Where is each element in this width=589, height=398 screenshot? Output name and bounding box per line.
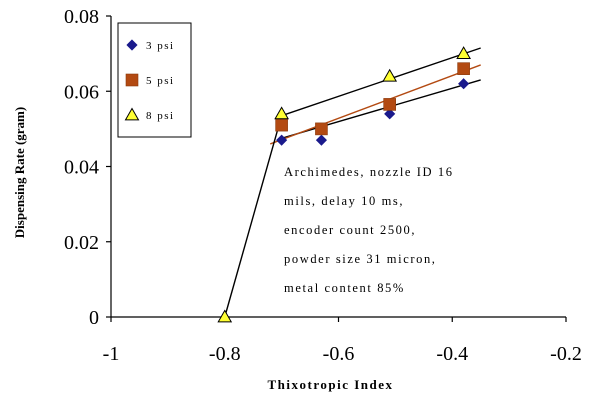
point-3-psi — [276, 134, 288, 146]
legend-marker-5-psi — [125, 73, 139, 87]
x-axis-label: Thixotropic Index — [267, 377, 393, 392]
y-tick-label: 0.06 — [64, 81, 99, 103]
point-3-psi — [458, 78, 470, 90]
point-8-psi — [382, 68, 398, 82]
point-5-psi — [315, 122, 328, 136]
axes — [106, 15, 567, 322]
x-tick-label: -0.6 — [323, 343, 355, 365]
tick-labels: 0 0.02 0.04 0.06 0.08 -1 -0.8 -0.6 -0.4 -0.2 — [64, 6, 582, 365]
point-8-psi — [217, 309, 233, 323]
point-8-psi — [456, 46, 471, 59]
legend: 3 psi 5 psi 8 psi — [117, 22, 192, 138]
point-5-psi — [457, 62, 470, 75]
x-tick-label: -0.2 — [550, 343, 582, 365]
legend-marker-3-psi — [126, 39, 138, 51]
legend-marker-8-psi — [124, 107, 140, 121]
x-tick-label: -0.4 — [436, 343, 468, 365]
legend-label: 8 psi — [146, 110, 175, 122]
x-tick-label: -0.8 — [209, 343, 241, 365]
y-axis-label: Dispensing Rate (gram) — [12, 107, 27, 238]
legend-label: 5 psi — [146, 75, 175, 87]
y-tick-label: 0.02 — [64, 232, 99, 254]
point-3-psi — [315, 134, 328, 146]
trendline-5-psi — [270, 64, 481, 145]
point-3-psi — [384, 108, 396, 120]
markers — [217, 46, 471, 323]
x-tick-label: -1 — [103, 343, 120, 365]
annotation-line: mils, delay 10 ms, — [284, 194, 404, 208]
y-tick-label: 0 — [89, 307, 99, 329]
y-tick-label: 0.08 — [64, 6, 99, 28]
point-8-psi — [274, 106, 289, 120]
point-5-psi — [275, 118, 288, 132]
annotation-line: metal content 85% — [284, 281, 405, 295]
legend-label: 3 psi — [146, 40, 175, 52]
y-tick-label: 0.04 — [64, 157, 99, 179]
trendline-8-psi — [281, 47, 481, 117]
annotation-line: encoder count 2500, — [284, 223, 416, 237]
annotation: Archimedes, nozzle ID 16 mils, delay 10 m… — [284, 165, 454, 295]
trendline-3-psi — [281, 79, 481, 139]
point-5-psi — [383, 98, 396, 111]
connector-line — [224, 115, 283, 318]
trendlines — [224, 47, 481, 318]
annotation-line: powder size 31 micron, — [284, 252, 437, 266]
annotation-line: Archimedes, nozzle ID 16 — [284, 165, 454, 179]
